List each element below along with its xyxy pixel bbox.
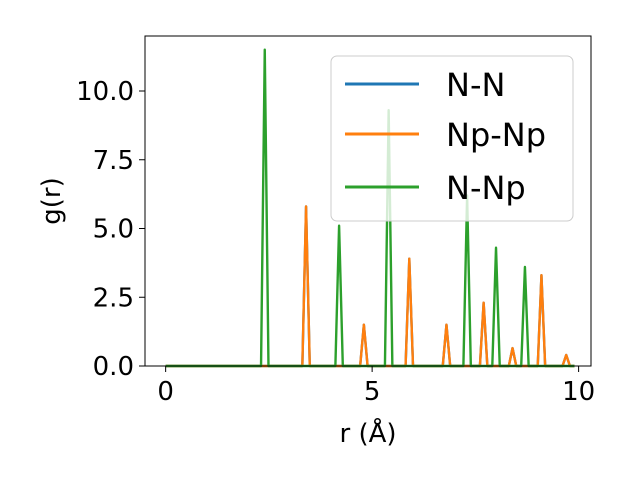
y-tick-label: 2.5 — [93, 283, 134, 313]
legend: N-N Np-Np N-Np — [330, 55, 574, 222]
series-line-np-np — [165, 205, 575, 368]
y-axis-label: g(r) — [37, 177, 67, 224]
x-axis: 0 5 10 — [157, 366, 595, 407]
legend-entry-np-np: Np-Np — [345, 116, 546, 154]
legend-label-n-np: N-Np — [446, 169, 526, 207]
x-axis-label: r (Å) — [339, 417, 396, 449]
series-line-n-n — [165, 205, 575, 368]
x-tick-label: 10 — [562, 377, 595, 407]
legend-box — [330, 55, 574, 222]
legend-entry-n-n: N-N — [345, 66, 505, 104]
y-tick-label: 10.0 — [76, 77, 134, 107]
y-tick-label: 7.5 — [93, 146, 134, 176]
x-tick-label: 0 — [157, 377, 174, 407]
y-tick-label: 5.0 — [93, 215, 134, 245]
x-tick-label: 5 — [364, 377, 381, 407]
y-tick-label: 0.0 — [93, 352, 134, 382]
legend-label-n-n: N-N — [446, 66, 505, 104]
legend-entry-n-np: N-Np — [345, 169, 526, 207]
legend-label-np-np: Np-Np — [446, 116, 546, 154]
y-axis: 0.0 2.5 5.0 7.5 10.0 — [76, 77, 145, 382]
plot-frame — [144, 35, 592, 367]
